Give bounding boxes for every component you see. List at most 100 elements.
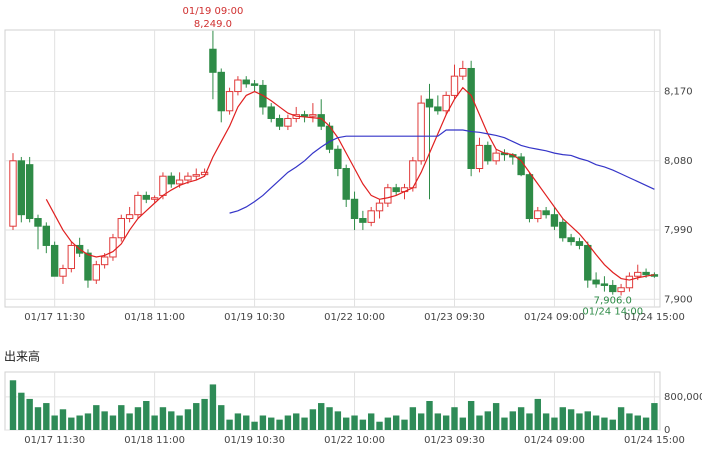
volume-bar — [442, 415, 450, 430]
candle-body — [434, 106, 442, 112]
volume-bar — [243, 415, 250, 430]
volume-bar — [118, 405, 125, 430]
volume-bar — [492, 403, 500, 430]
candle-body — [575, 241, 584, 246]
candle-body — [284, 117, 292, 127]
x-tick-label: 01/24 09:00 — [524, 312, 585, 323]
plot-frame — [4, 29, 661, 308]
candle-body — [92, 264, 100, 281]
candle-body — [642, 271, 650, 276]
candle-body — [209, 48, 217, 73]
candle-body — [359, 218, 367, 223]
annotation-label: 01/19 09:00 — [183, 6, 244, 17]
candle-body — [217, 71, 225, 112]
x-tick-label: 01/17 11:30 — [24, 312, 85, 323]
volume-bar — [343, 417, 350, 430]
candle-body — [550, 214, 559, 227]
volume-bar — [218, 405, 225, 430]
volume-bar — [434, 413, 442, 430]
volume-bar — [76, 415, 83, 430]
candle-body — [625, 275, 634, 289]
y-tick-label: 800,000 — [664, 392, 702, 403]
volume-bar — [567, 409, 575, 430]
volume-bar — [351, 415, 358, 430]
volume-bar — [109, 415, 117, 430]
volume-bar — [293, 413, 300, 430]
candle-body — [159, 175, 167, 196]
x-tick-label: 01/22 10:00 — [324, 435, 385, 446]
volume-bar — [318, 403, 325, 430]
candle-body — [334, 148, 342, 169]
candle-body — [592, 279, 600, 285]
volume-bar — [201, 398, 208, 430]
volume-bar — [401, 419, 408, 430]
volume-bar — [459, 417, 467, 430]
candle-body — [184, 175, 192, 181]
candle-body — [300, 114, 309, 117]
candle-body — [192, 174, 200, 177]
candle-body — [200, 171, 209, 176]
volume-bar — [134, 407, 142, 430]
candle-body — [309, 114, 317, 117]
volume-bar — [126, 413, 133, 430]
volume-bar — [168, 411, 175, 430]
y-tick-label: 0 — [664, 425, 670, 436]
volume-bar — [34, 407, 42, 430]
volume-bar — [334, 411, 342, 430]
y-tick-label: 7,900 — [664, 294, 693, 305]
candle-body — [34, 218, 42, 227]
volume-bar — [559, 407, 566, 430]
candle-body — [25, 164, 34, 220]
candle-body — [467, 67, 475, 169]
x-tick-label: 01/18 11:00 — [124, 312, 185, 323]
volume-bar — [501, 417, 508, 430]
volume-bar — [542, 413, 550, 430]
volume-bar — [384, 417, 392, 430]
volume-bar — [43, 403, 50, 430]
x-tick-label: 01/18 11:00 — [124, 435, 185, 446]
volume-bar — [451, 407, 458, 430]
volume-bar — [143, 401, 150, 430]
x-tick-label: 01/17 11:30 — [24, 435, 85, 446]
candle-body — [417, 102, 425, 162]
candle-body — [450, 75, 459, 96]
candle-body — [342, 168, 350, 200]
volume-bar — [392, 415, 400, 430]
volume-bar — [93, 405, 100, 430]
volume-bar — [634, 415, 641, 430]
candle-body — [375, 202, 384, 212]
candle-body — [67, 244, 76, 270]
candle-body — [117, 218, 125, 239]
candle-body — [100, 256, 109, 266]
volume-bar — [284, 415, 292, 430]
volume-bar — [209, 384, 217, 430]
candle-body — [250, 83, 259, 86]
volume-bar — [276, 419, 283, 430]
volume-bar — [367, 413, 375, 430]
candle-body — [275, 117, 284, 127]
volume-bar — [417, 413, 425, 430]
candle-body — [492, 152, 500, 162]
volume-bar — [101, 411, 108, 430]
volume-bar — [592, 415, 600, 430]
candle-body — [50, 244, 59, 277]
candle-body — [634, 271, 642, 277]
volume-bar — [9, 380, 17, 430]
candle-body — [425, 98, 434, 108]
volume-bar — [626, 413, 633, 430]
candle-body — [392, 187, 400, 193]
candle-body — [484, 144, 492, 162]
candle-body — [617, 287, 625, 293]
volume-bar — [251, 421, 258, 430]
y-tick-label: 7,990 — [664, 225, 693, 236]
volume-bar — [584, 411, 591, 430]
annotation-label: 8,249.0 — [194, 19, 232, 30]
candle-body — [350, 198, 359, 220]
candle-body — [109, 237, 117, 258]
volume-bar — [426, 401, 433, 430]
candle-body — [234, 79, 242, 93]
candle-body — [134, 194, 142, 216]
volume-bar — [517, 407, 525, 430]
volume-bar — [551, 417, 558, 430]
candle-body — [17, 160, 26, 216]
